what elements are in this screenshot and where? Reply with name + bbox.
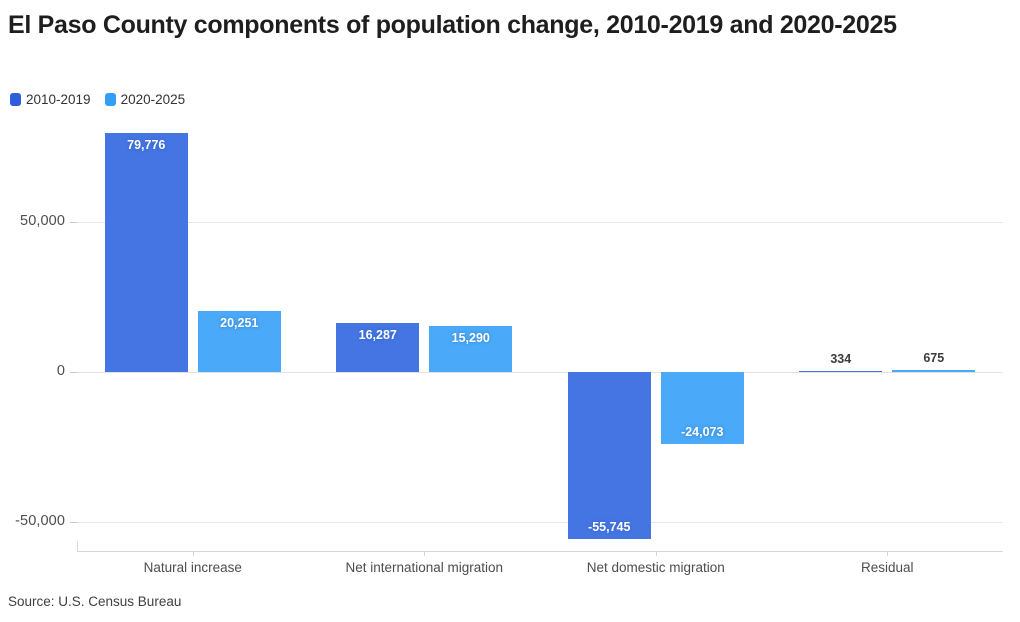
legend-label: 2020-2025: [120, 92, 186, 107]
y-axis-tick: [70, 522, 77, 523]
x-axis-category-label: Net international migration: [345, 560, 504, 575]
plot-area: 50,000 0 -50,000 Natural increase 79,776 20,2…: [0, 125, 1020, 595]
bar-value-label: 16,287: [358, 328, 397, 343]
bar-2010-2019-natural-increase[interactable]: [104, 132, 188, 372]
gridline--50000: [77, 522, 1003, 523]
legend-item-2020-2025: 2020-2025: [104, 92, 186, 107]
bar-value-label: 15,290: [451, 331, 490, 346]
y-axis-label: 50,000: [20, 213, 65, 229]
bar-value-label: 675: [923, 350, 945, 365]
x-axis-tick: [655, 551, 657, 556]
x-axis-tick: [192, 551, 194, 556]
x-axis-tick: [887, 551, 889, 556]
bar-value-label: 20,251: [220, 316, 259, 331]
y-axis-label: 0: [56, 363, 65, 379]
chart-title: El Paso County components of population …: [8, 11, 897, 39]
bar-2020-2025-residual[interactable]: [892, 369, 976, 372]
x-axis-category-label: Natural increase: [143, 560, 242, 575]
y-axis-tick: [70, 222, 77, 223]
bar-2010-2019-net-international-migration[interactable]: [336, 323, 420, 372]
legend-swatch-icon: [104, 93, 116, 106]
legend-swatch-icon: [10, 93, 21, 106]
bar-2020-2025-net-domestic-migration[interactable]: [660, 372, 744, 445]
source-note: Source: U.S. Census Bureau: [8, 594, 182, 609]
x-axis-line: [77, 551, 1003, 552]
bar-2010-2019-residual[interactable]: [799, 370, 883, 372]
x-axis-category-label: Net domestic migration: [586, 560, 725, 575]
bar-2020-2025-natural-increase[interactable]: [197, 311, 281, 372]
y-axis-tick: [70, 372, 77, 373]
legend-label: 2010-2019: [26, 92, 91, 107]
gridline-0: [77, 372, 1003, 373]
legend: 2010-2019 2020-2025: [10, 92, 185, 107]
x-axis-tick: [424, 551, 426, 556]
bar-value-label: 79,776: [127, 137, 166, 152]
x-axis-category-label: Residual: [860, 560, 914, 575]
gridline-50000: [77, 222, 1003, 223]
y-axis-label: -50,000: [15, 513, 65, 529]
bar-value-label: -24,073: [681, 425, 724, 440]
bar-2010-2019-net-domestic-migration[interactable]: [567, 372, 651, 540]
bar-value-label: -55,745: [588, 520, 631, 535]
x-axis-edge-tick: [77, 541, 78, 551]
bar-value-label: 334: [830, 351, 852, 366]
legend-item-2010-2019: 2010-2019: [10, 92, 91, 107]
bar-2020-2025-net-international-migration[interactable]: [429, 326, 513, 372]
